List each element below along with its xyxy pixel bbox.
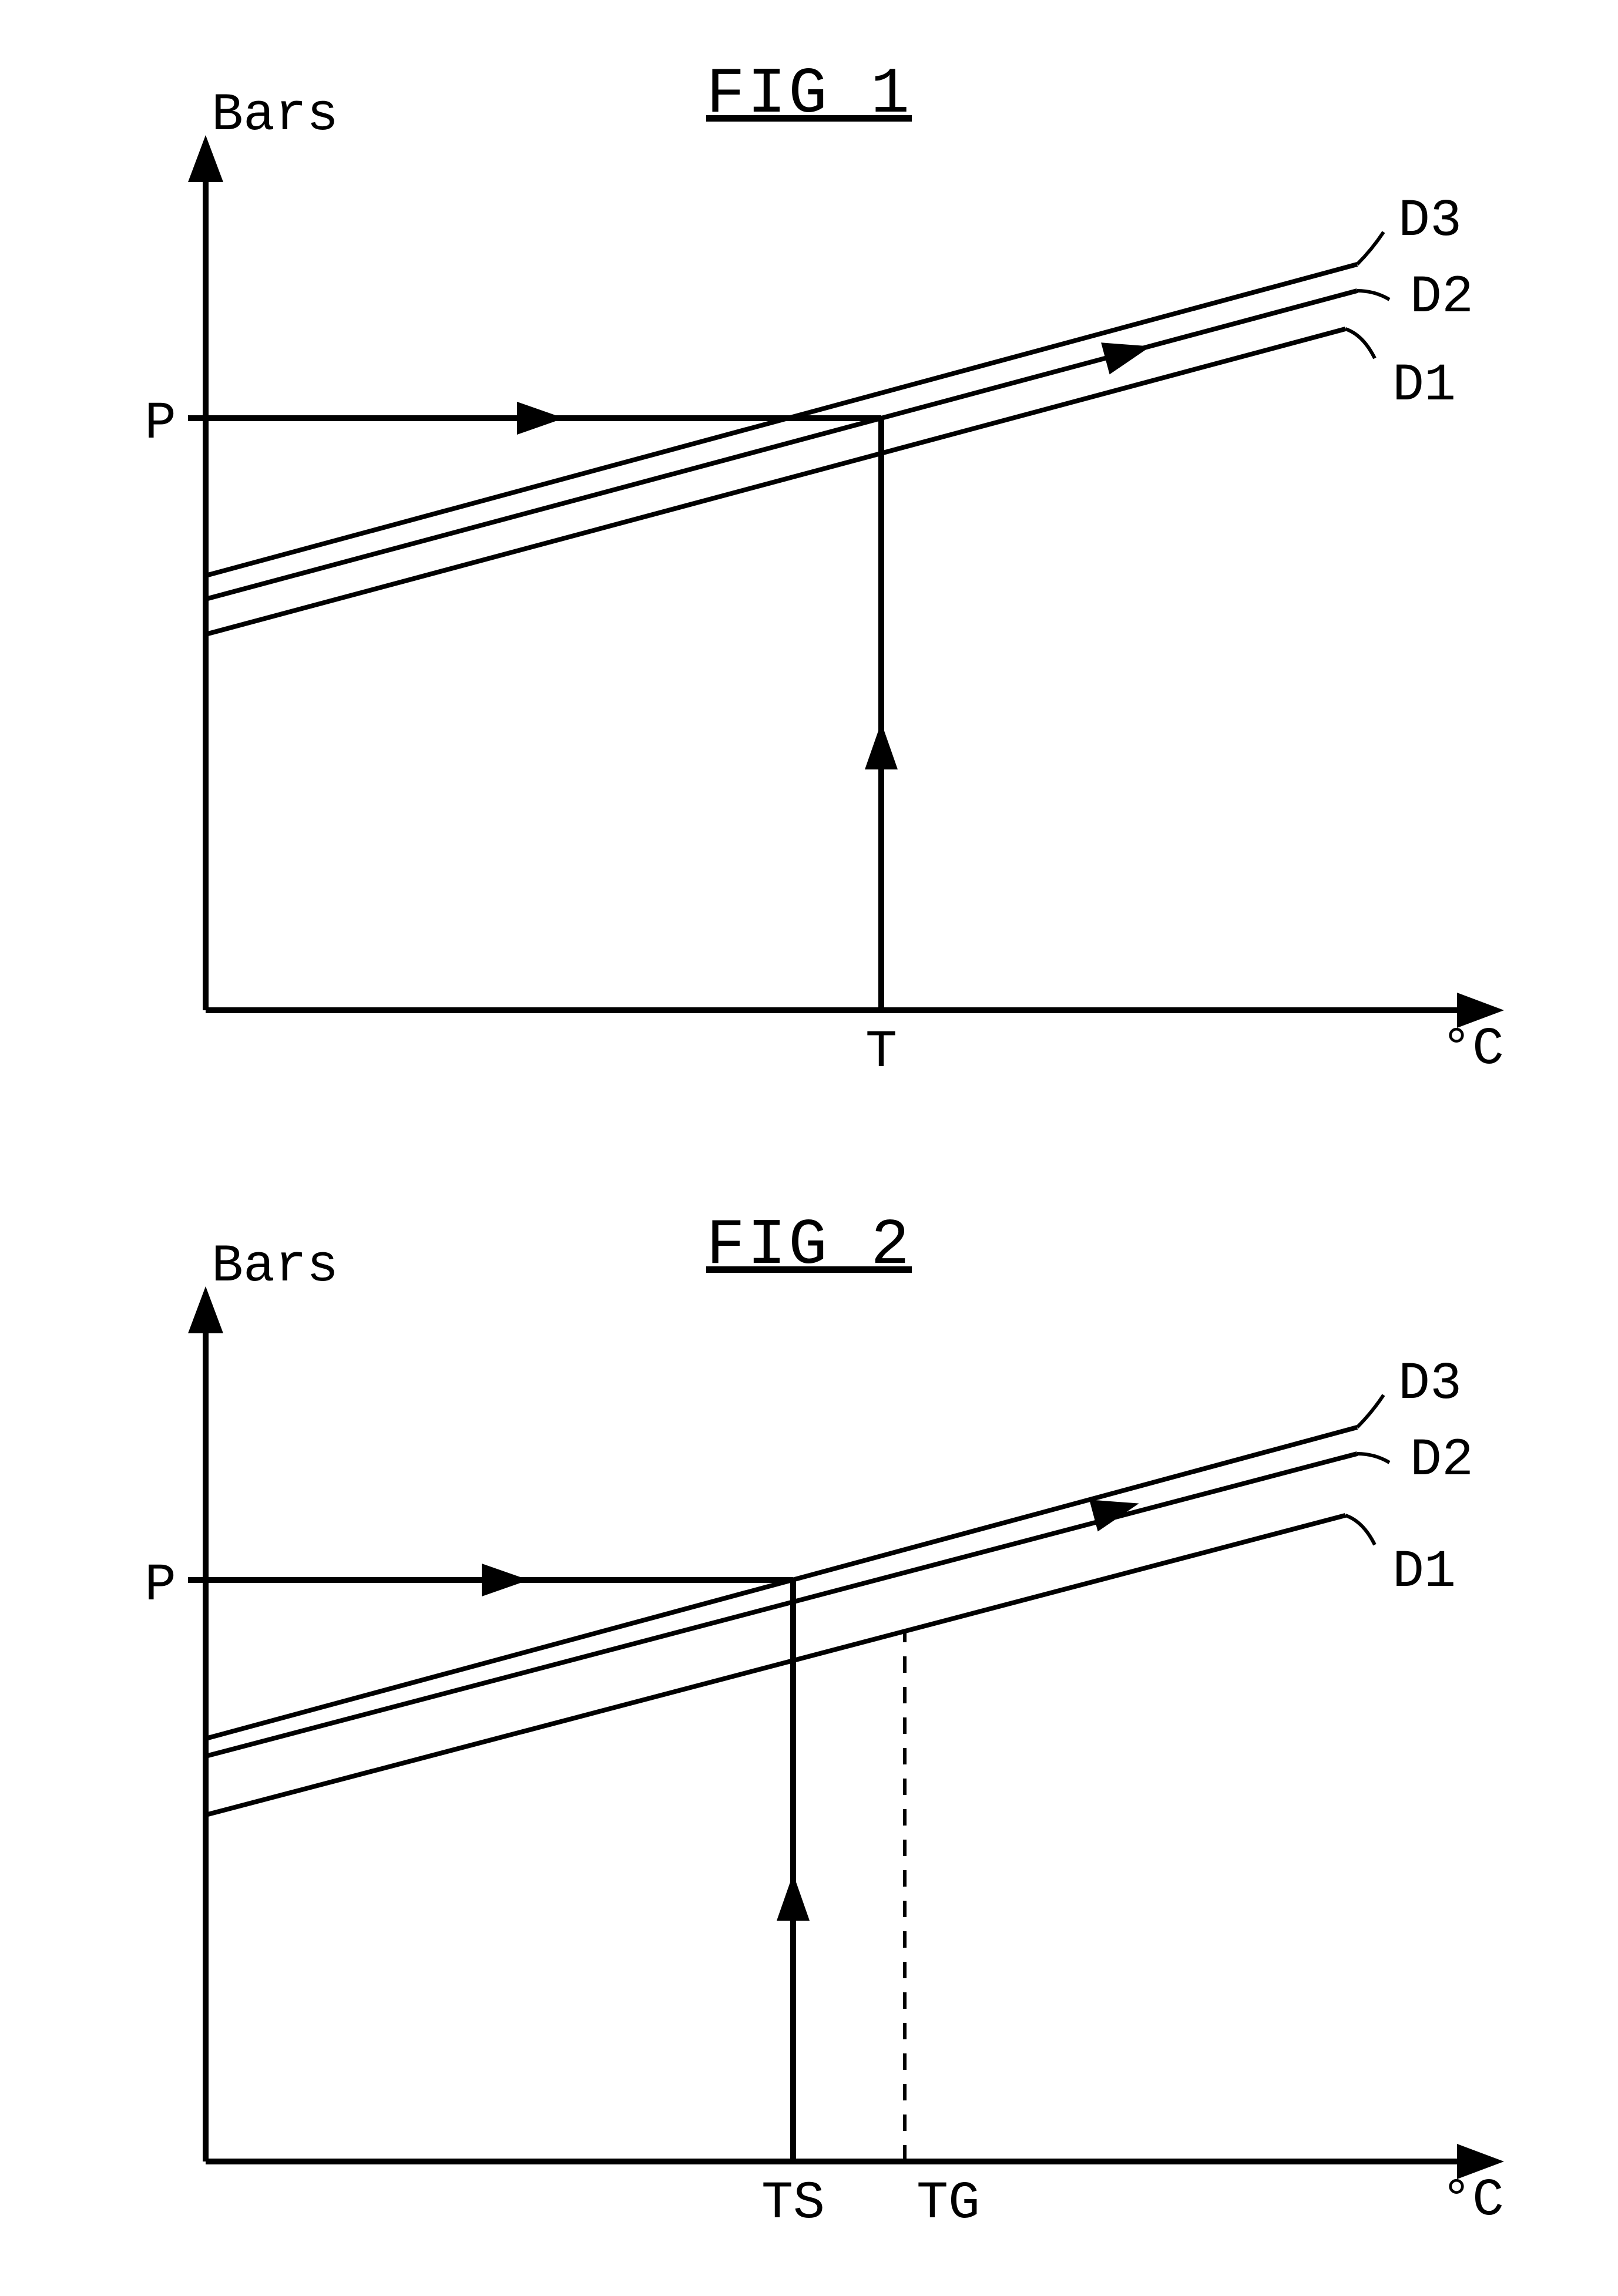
fig2-d2-label: D2 [1410,1431,1473,1491]
fig2-d2-leader [1357,1454,1389,1463]
fig1-d2-label: D2 [1410,268,1473,328]
page: FIG_1 Bars °C D3 D2 D1 P [0,0,1618,2294]
fig1-d2-leader [1357,291,1389,300]
fig1-d3-label: D3 [1398,191,1462,251]
figures-svg: FIG_1 Bars °C D3 D2 D1 P [0,0,1618,2294]
fig2-ts-arrow [777,1874,810,1921]
fig1-p-arrow [517,402,564,435]
fig2-ts-label: TS [761,2174,825,2234]
fig1-d3-leader [1357,232,1384,264]
fig2-tg-label: TG [917,2174,980,2234]
fig1-t-label: T [865,1023,897,1083]
fig2-d1-leader [1345,1515,1375,1545]
fig2-d1-label: D1 [1392,1542,1456,1602]
fig1-y-label: Bars [212,86,338,146]
fig1-line-d2 [206,291,1357,599]
figure-1: FIG_1 Bars °C D3 D2 D1 P [145,58,1504,1083]
fig1-p-label: P [145,394,176,454]
fig2-line-d1 [206,1515,1345,1815]
fig1-t-arrow [865,722,898,769]
fig1-title: FIG_1 [706,58,912,132]
fig2-p-label: P [145,1556,176,1616]
fig1-d1-leader [1345,329,1375,358]
fig1-d1-label: D1 [1392,356,1456,416]
fig2-x-label: °C [1441,2171,1504,2231]
fig1-x-label: °C [1441,1020,1504,1080]
fig2-d3-label: D3 [1398,1354,1462,1414]
fig2-p-arrow [482,1564,529,1596]
figure-2: FIG_2 Bars °C D3 D2 D1 P [145,1209,1504,2234]
fig2-y-label: Bars [212,1237,338,1297]
fig2-title: FIG_2 [706,1209,912,1283]
fig1-line-d1 [206,329,1345,634]
fig2-line-d2 [206,1454,1357,1756]
fig2-d3-leader [1357,1395,1384,1427]
fig1-d2-arrow [1101,331,1155,375]
